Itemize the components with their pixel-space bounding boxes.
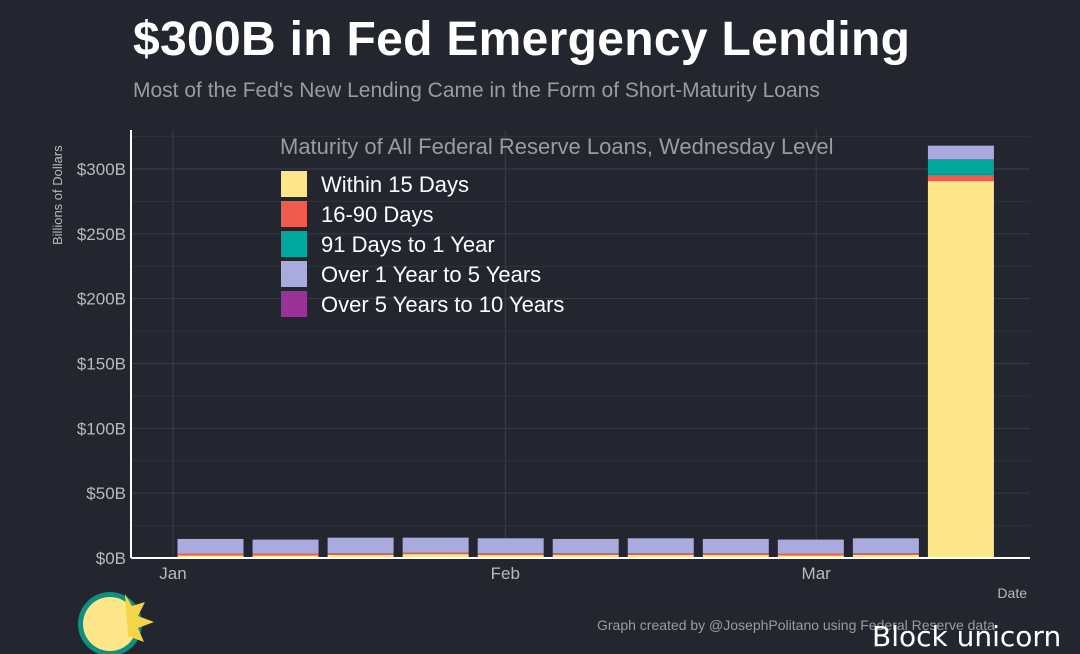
bar-segment	[552, 538, 619, 554]
bar-segment	[177, 553, 244, 556]
legend-swatch	[281, 291, 307, 317]
bar-segment	[627, 538, 694, 554]
bar-segment	[477, 538, 544, 554]
bar-segment	[777, 553, 844, 556]
legend-swatch	[281, 261, 307, 287]
bar-segment	[327, 537, 394, 554]
chart-title: $300B in Fed Emergency Lending	[133, 13, 911, 66]
legend-label: Over 1 Year to 5 Years	[321, 262, 541, 287]
bar-segment	[702, 538, 769, 554]
bar-segment	[177, 538, 244, 554]
legend-swatch	[281, 171, 307, 197]
bar-segment	[552, 553, 619, 555]
bar-segment	[402, 554, 469, 558]
x-tick-label: Mar	[802, 564, 832, 583]
bar-segment	[402, 552, 469, 555]
y-tick-label: $300B	[77, 160, 126, 179]
legend-label: 91 Days to 1 Year	[321, 232, 495, 257]
legend-label: Within 15 Days	[321, 172, 469, 197]
watermark: Block unicorn	[872, 620, 1062, 653]
x-axis-label: Date	[997, 585, 1027, 601]
bar-segment	[327, 553, 394, 555]
bar-segment	[852, 553, 919, 555]
bar-segment	[252, 555, 319, 558]
bar-segment	[852, 554, 919, 558]
bar-segment	[627, 554, 694, 558]
y-tick-label: $250B	[77, 225, 126, 244]
bar-segment	[852, 538, 919, 554]
legend-label: Over 5 Years to 10 Years	[321, 292, 564, 317]
bar-segment	[252, 539, 319, 554]
y-axis-label: Billions of Dollars	[50, 145, 65, 245]
legend-label: 16-90 Days	[321, 202, 434, 227]
bar-segment	[627, 553, 694, 555]
y-tick-label: $100B	[77, 419, 126, 438]
bar-segment	[477, 554, 544, 558]
source-caption: Graph created by @JosephPolitano using F…	[597, 617, 995, 633]
bar-segment	[177, 555, 244, 558]
bar-segment	[402, 537, 469, 553]
y-tick-label: $50B	[86, 484, 126, 503]
bar-segment	[327, 554, 394, 558]
legend-swatch	[281, 201, 307, 227]
y-tick-label: $0B	[96, 549, 126, 568]
legend-swatch	[281, 231, 307, 257]
bar-segment	[702, 553, 769, 555]
x-tick-label: Feb	[491, 564, 520, 583]
bar-segment	[927, 174, 994, 182]
bar-segment	[927, 159, 994, 175]
bar-segment	[777, 555, 844, 558]
bar-segment	[927, 145, 994, 160]
chart-subtitle: Most of the Fed's New Lending Came in th…	[133, 79, 820, 102]
y-tick-label: $200B	[77, 290, 126, 309]
y-tick-label: $150B	[77, 355, 126, 374]
bar-segment	[927, 181, 994, 558]
bar-segment	[477, 553, 544, 555]
bar-segment	[552, 554, 619, 558]
sun-logo-icon	[78, 592, 154, 654]
legend-title: Maturity of All Federal Reserve Loans, W…	[280, 134, 834, 159]
bar-segment	[777, 539, 844, 554]
bar-segment	[702, 554, 769, 558]
bar-segment	[252, 553, 319, 556]
x-tick-label: Jan	[159, 564, 186, 583]
